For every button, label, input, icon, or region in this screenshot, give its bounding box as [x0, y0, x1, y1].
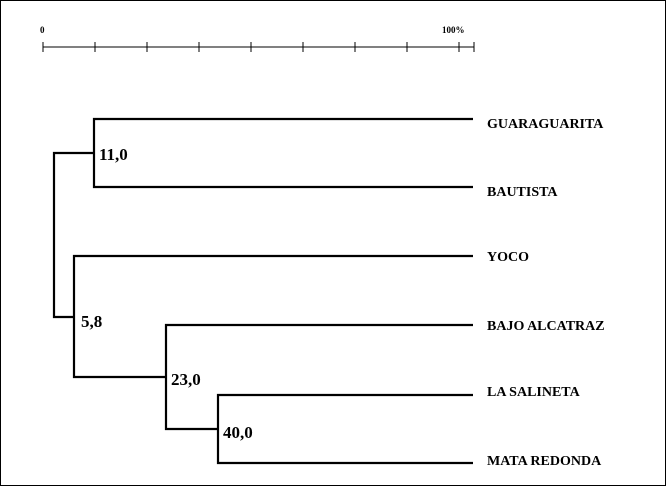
leaf-label-la-salineta: LA SALINETA [487, 385, 581, 400]
leaf-label-bautista: BAUTISTA [487, 185, 558, 200]
branch-yoco-group [72, 254, 473, 379]
node-label-23: 23,0 [171, 370, 201, 389]
scale-min-label: 0 [40, 25, 45, 35]
branch-salineta-mata [216, 393, 473, 465]
leaf-label-bajo-alcatraz: BAJO ALCATRAZ [487, 319, 605, 334]
branch-alcatraz-group [164, 323, 473, 431]
scale-max-label: 100% [442, 25, 465, 35]
node-labels: 11,0 5,8 23,0 40,0 [81, 145, 253, 442]
dendrogram-branches [52, 117, 473, 465]
leaf-label-mata-redonda: MATA REDONDA [487, 454, 602, 469]
leaf-label-yoco: YOCO [487, 250, 529, 265]
scale-axis: 0 100% [40, 25, 475, 52]
node-label-11: 11,0 [99, 145, 128, 164]
leaf-labels: GUARAGUARITA BAUTISTA YOCO BAJO ALCATRAZ… [487, 117, 605, 469]
node-label-40: 40,0 [223, 423, 253, 442]
branch-root [52, 151, 94, 319]
branch-guaraguarita-bautista [92, 117, 473, 189]
leaf-label-guaraguarita: GUARAGUARITA [487, 117, 604, 132]
node-label-5-8: 5,8 [81, 312, 102, 331]
